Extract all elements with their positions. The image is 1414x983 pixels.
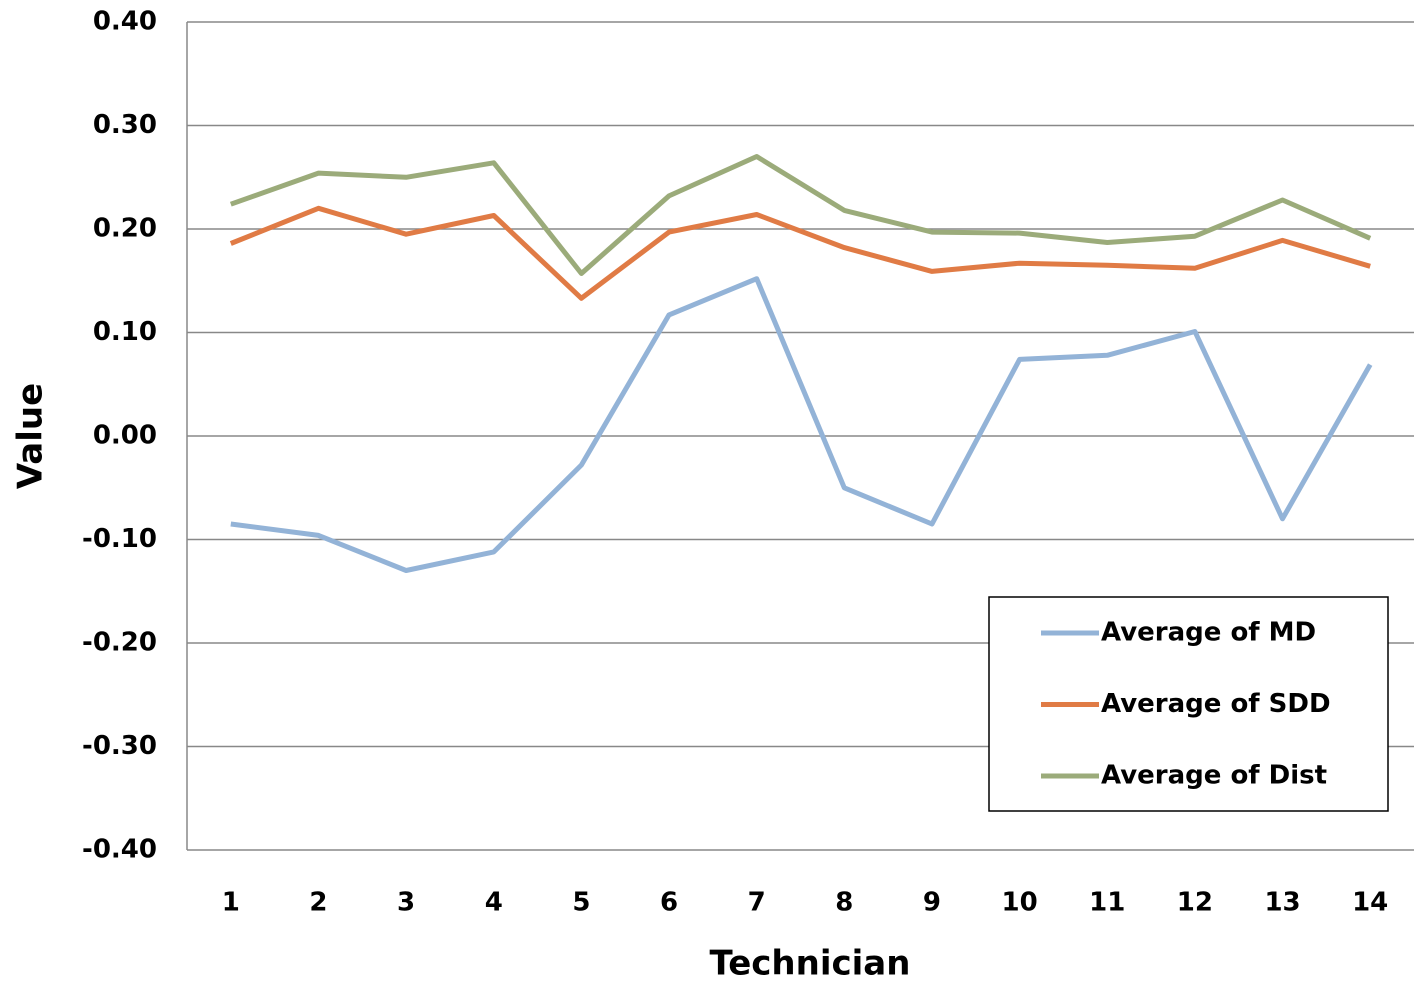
legend-label: Average of SDD: [1101, 689, 1331, 719]
y-tick-label: -0.20: [82, 628, 157, 658]
x-tick-label: 10: [1002, 888, 1038, 918]
x-tick-label: 2: [309, 888, 327, 918]
x-tick-label: 12: [1177, 888, 1213, 918]
legend-label: Average of MD: [1101, 618, 1316, 648]
y-tick-label: 0.40: [93, 7, 157, 37]
x-tick-label: 9: [923, 888, 941, 918]
y-tick-label: -0.30: [82, 731, 157, 761]
x-tick-label: 4: [485, 888, 503, 918]
y-axis-title: Value: [11, 383, 51, 489]
x-tick-label: 5: [572, 888, 590, 918]
y-tick-label: 0.10: [93, 317, 157, 347]
x-tick-label: 7: [748, 888, 766, 918]
y-tick-label: 0.20: [93, 214, 157, 244]
y-tick-label: 0.30: [93, 110, 157, 140]
series-line: [229, 205, 1371, 301]
y-tick-label: -0.40: [82, 835, 157, 865]
y-tick-label: -0.10: [82, 524, 157, 554]
x-tick-label: 6: [660, 888, 678, 918]
x-tick-label: 11: [1089, 888, 1125, 918]
series-line: [230, 276, 1373, 573]
x-tick-label: 14: [1352, 888, 1388, 918]
x-tick-label: 8: [835, 888, 853, 918]
y-tick-label: 0.00: [93, 421, 157, 451]
x-axis-title: Technician: [710, 944, 911, 983]
x-tick-label: 3: [397, 888, 415, 918]
x-tick-label: 1: [222, 888, 240, 918]
legend-label: Average of Dist: [1101, 761, 1327, 791]
series-line: [229, 154, 1372, 276]
x-tick-label: 13: [1264, 888, 1300, 918]
